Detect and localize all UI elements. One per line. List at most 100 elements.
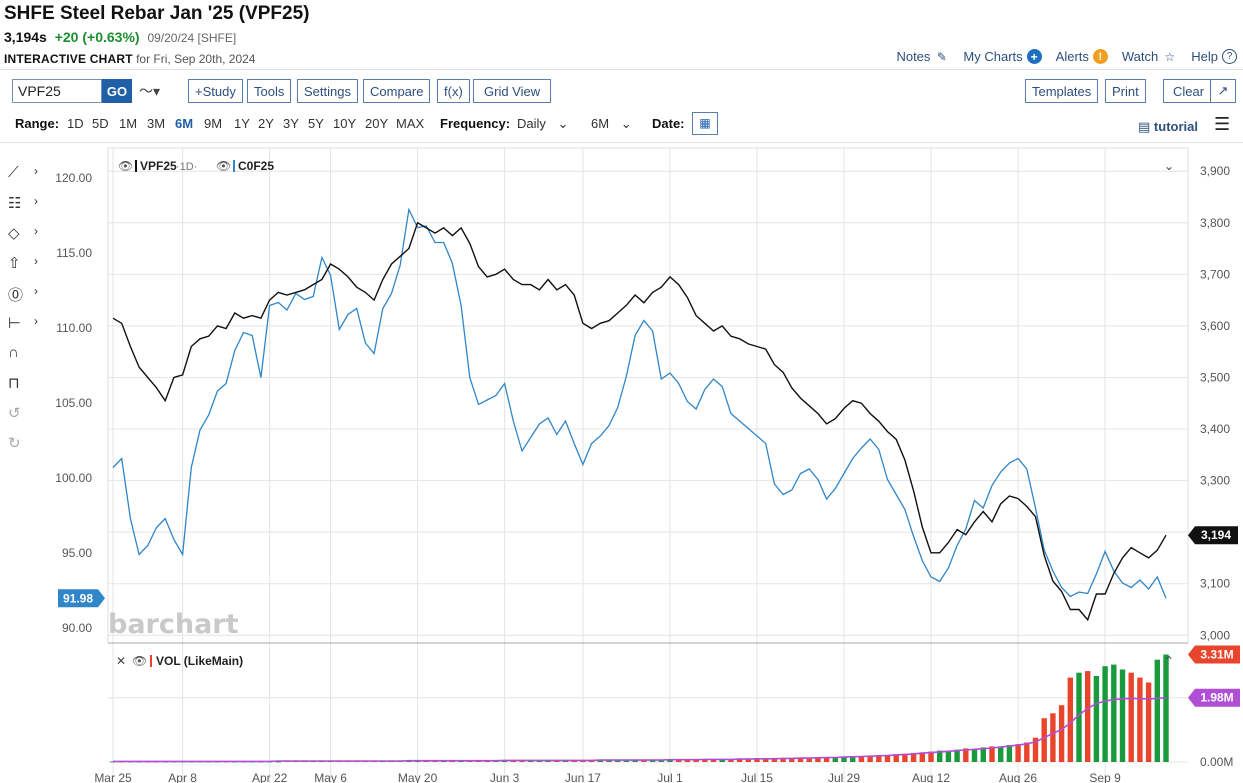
divider	[0, 69, 1243, 70]
right-tick-label: 3,800	[1200, 216, 1230, 230]
range-5d[interactable]: 5D	[92, 116, 109, 131]
x-tick-label: Aug 12	[912, 771, 950, 783]
alerts-link[interactable]: Alerts!	[1056, 49, 1108, 64]
quote-date-exchange: 09/20/24 [SHFE]	[147, 31, 237, 45]
volume-bar	[910, 752, 917, 762]
volume-bar	[1145, 682, 1152, 762]
volume-bar	[1058, 705, 1065, 762]
volume-bars	[110, 654, 1169, 763]
fx-button[interactable]: f(x)	[437, 79, 470, 103]
range-1y[interactable]: 1Y	[234, 116, 250, 131]
volume-last-tag	[1188, 645, 1240, 664]
templates-button[interactable]: Templates	[1025, 79, 1099, 103]
frequency-dropdown[interactable]: Daily ⌄	[517, 116, 568, 132]
volume-bar	[1032, 737, 1039, 762]
volume-bar	[1076, 672, 1082, 762]
right-tick-label: 3,700	[1200, 267, 1230, 281]
tutorial-link[interactable]: ▤ tutorial	[1138, 119, 1198, 135]
right-axis: 3,0003,1003,2003,3003,4003,5003,6003,700…	[1200, 164, 1230, 642]
measure-tool-icon[interactable]: ⊢ ›	[8, 314, 38, 332]
lock-icon[interactable]: ⊓	[8, 375, 20, 392]
annotation-tool-icon[interactable]: ⓪ ›	[8, 284, 38, 304]
study-button[interactable]: +Study	[188, 79, 243, 103]
volume-bar	[884, 754, 891, 762]
range-5y[interactable]: 5Y	[308, 116, 324, 131]
menu-icon[interactable]: ☰	[1214, 114, 1231, 134]
help-icon: ?	[1222, 49, 1237, 64]
grid-view-button[interactable]: Grid View	[473, 79, 552, 103]
volume-bar	[728, 759, 734, 762]
help-label: Help	[1191, 49, 1218, 64]
volume-bar	[937, 750, 943, 762]
range-1m[interactable]: 1M	[119, 116, 138, 131]
volume-axis: 0.00M 1.98M 3.31M	[1188, 645, 1240, 769]
range-10y[interactable]: 10Y	[333, 116, 357, 131]
symbol-input[interactable]	[12, 79, 102, 103]
left-axis: 90.00 95.00 100.00 105.00 110.00 115.00 120.00	[55, 171, 92, 635]
x-tick-label: Aug 26	[999, 771, 1037, 783]
undo-icon[interactable]: ↺	[8, 405, 21, 422]
range-1d[interactable]: 1D	[67, 116, 84, 131]
volume-bar	[1085, 671, 1091, 762]
clear-button[interactable]: Clear	[1163, 79, 1215, 103]
magnet-icon[interactable]: ∩	[8, 344, 19, 361]
range-20y[interactable]: 20Y	[365, 116, 389, 131]
volume-bar	[676, 760, 682, 762]
legend-swatch-vpf25	[135, 160, 137, 172]
volume-bar	[597, 760, 603, 762]
volume-bar	[1137, 677, 1143, 762]
volume-bar	[623, 760, 630, 762]
arrow-tool-icon[interactable]: ⇧ ›	[8, 254, 38, 272]
range-max[interactable]: MAX	[396, 116, 425, 131]
compare-button[interactable]: Compare	[363, 79, 431, 103]
chart-date: for Fri, Sep 20th, 2024	[136, 52, 256, 66]
volume-bar	[789, 758, 795, 762]
barchart-watermark: barchart	[108, 609, 239, 640]
range-6m[interactable]: 6M	[175, 116, 194, 131]
period-dropdown[interactable]: 6M ⌄	[591, 116, 632, 132]
volume-bar	[902, 753, 908, 762]
redo-icon[interactable]: ↻	[8, 435, 21, 452]
x-tick-label: Jul 1	[657, 771, 683, 783]
series-line-c0f25	[112, 207, 1167, 599]
expand-button[interactable]: ↗	[1210, 79, 1236, 103]
range-9m[interactable]: 9M	[204, 116, 223, 131]
line-tool-icon[interactable]: ⟋ ›	[8, 164, 38, 181]
eye-icon: 👁	[132, 654, 147, 668]
shape-tool-icon[interactable]: ◇ ›	[8, 224, 38, 242]
notes-link[interactable]: Notes ✎	[896, 49, 949, 64]
fibonacci-tool-icon[interactable]: ☷ ›	[8, 194, 38, 212]
range-3m[interactable]: 3M	[147, 116, 166, 131]
alerts-label: Alerts	[1055, 49, 1089, 64]
chart-type-dropdown[interactable]: 〜▾	[139, 83, 161, 99]
watch-link[interactable]: Watch ☆	[1122, 49, 1177, 64]
tools-button[interactable]: Tools	[247, 79, 292, 103]
volume-bar	[1163, 654, 1169, 762]
right-tick-label: 3,500	[1200, 370, 1230, 384]
eye-icon: 👁	[118, 159, 133, 173]
my-charts-label: My Charts	[963, 49, 1023, 64]
help-link[interactable]: Help?	[1191, 49, 1237, 64]
volume-bar	[954, 749, 960, 762]
settings-button[interactable]: Settings	[297, 79, 358, 103]
calendar-icon[interactable]: ▦	[692, 112, 718, 135]
print-button[interactable]: Print	[1105, 79, 1146, 103]
chart-grid	[107, 147, 1189, 783]
range-bar: Range: 1D 5D 1M 3M 6M 9M 1Y 2Y 3Y 5Y 10Y…	[0, 112, 1243, 136]
film-icon: ▤	[1138, 119, 1151, 134]
x-tick-label: May 6	[314, 771, 347, 783]
x-tick-label: Jun 17	[565, 771, 601, 783]
volume-bar	[510, 760, 516, 762]
go-button[interactable]: GO	[102, 79, 132, 103]
volume-average-tag	[1188, 688, 1240, 707]
volume-bar	[841, 757, 847, 762]
last-price-label: 3,194	[1201, 528, 1231, 542]
price-chart[interactable]: 90.00 95.00 100.00 105.00 110.00 115.00 120.00…	[0, 140, 1243, 783]
volume-bar	[832, 757, 838, 762]
my-charts-link[interactable]: My Charts +	[963, 49, 1042, 64]
interactive-chart-label: INTERACTIVE CHART	[4, 52, 133, 66]
range-2y[interactable]: 2Y	[258, 116, 274, 131]
x-tick-label: Jul 15	[741, 771, 773, 783]
range-3y[interactable]: 3Y	[283, 116, 299, 131]
last-compare-label: 91.98	[63, 591, 93, 605]
